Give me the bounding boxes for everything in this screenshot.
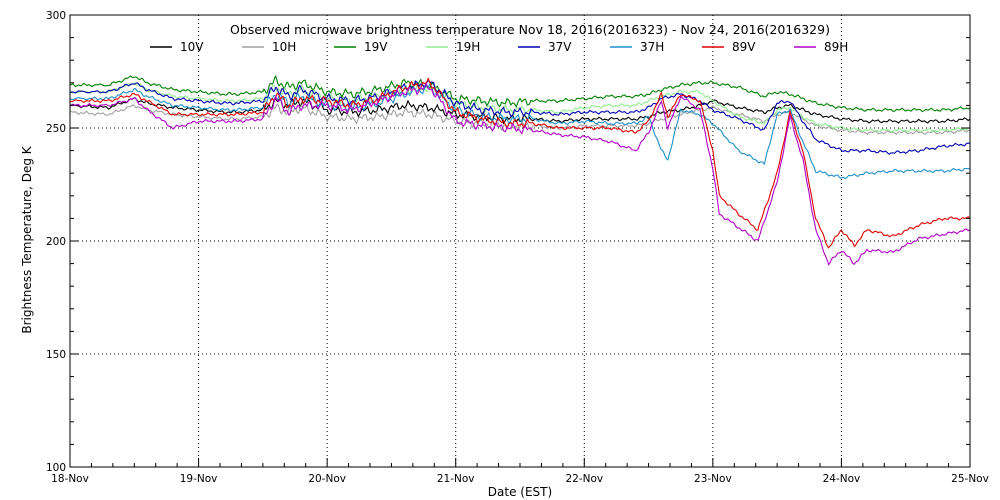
chart-title: Observed microwave brightness temperatur… [230, 22, 830, 37]
legend-label-10H: 10H [272, 40, 296, 54]
series-line-89H [69, 82, 971, 266]
grid [70, 15, 970, 467]
series-line-19V [69, 75, 971, 113]
legend: 10V 10H 19V 19H 37V 37H 89V 89H [150, 40, 848, 54]
y-tick-label: 150 [46, 349, 66, 361]
series-line-37H [69, 82, 970, 180]
x-tick-label: 20-Nov [308, 473, 346, 485]
y-tick-label: 200 [46, 236, 66, 248]
series-line-37V [69, 79, 971, 155]
y-tick-label: 300 [46, 10, 66, 22]
legend-label-19V: 19V [364, 40, 388, 54]
x-tick-label: 24-Nov [823, 473, 861, 485]
y-axis-label: Brightness Temperature, Deg K [20, 145, 34, 333]
x-tick-label: 23-Nov [694, 473, 732, 485]
x-tick-label: 19-Nov [180, 473, 218, 485]
series-layer [69, 75, 971, 266]
series-line-89V [69, 77, 971, 249]
legend-label-37H: 37H [640, 40, 664, 54]
legend-label-89V: 89V [732, 40, 756, 54]
x-axis-label: Date (EST) [488, 485, 552, 499]
legend-label-37V: 37V [548, 40, 572, 54]
legend-label-19H: 19H [456, 40, 480, 54]
legend-label-10V: 10V [180, 40, 204, 54]
series-line-10V [69, 97, 971, 125]
x-tick-label: 25-Nov [951, 473, 989, 485]
x-tick-label: 22-Nov [565, 473, 603, 485]
x-tick-label: 21-Nov [437, 473, 475, 485]
y-tick-label: 250 [46, 123, 66, 135]
series-line-19H [69, 82, 971, 133]
ticks: 18-Nov 19-Nov 20-Nov 21-Nov 22-Nov 23-Nov 24-N… [46, 10, 989, 485]
legend-label-89H: 89H [824, 40, 848, 54]
y-tick-label: 100 [46, 462, 66, 474]
x-tick-label: 18-Nov [51, 473, 89, 485]
